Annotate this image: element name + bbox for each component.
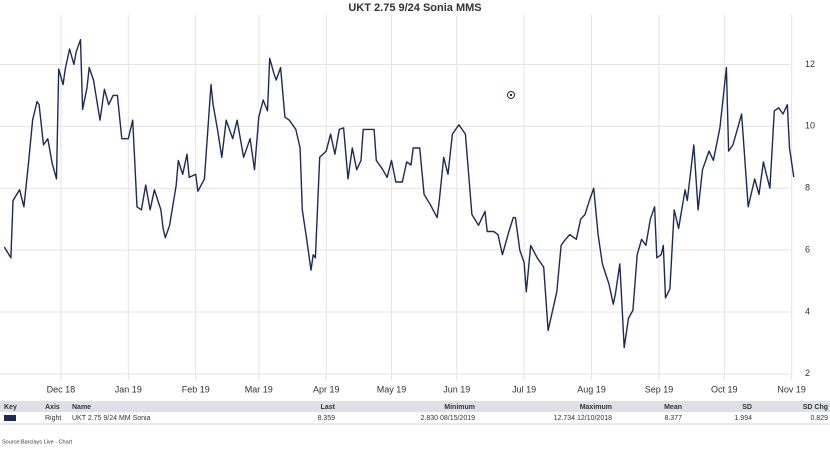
table-header: Minimum xyxy=(444,404,475,411)
x-tick-label: May 19 xyxy=(377,384,407,394)
x-tick-label: Aug 19 xyxy=(577,384,606,394)
grid xyxy=(0,15,793,380)
marker-icon-dot xyxy=(509,93,513,97)
marker-icon xyxy=(507,91,515,99)
y-tick-label: 10 xyxy=(805,121,815,131)
table-header-bg xyxy=(0,401,830,412)
table-cell: UKT 2.75 9/24 MM Sonia xyxy=(72,415,151,422)
table-cell: 2.830 08/15/2019 xyxy=(421,415,476,422)
x-tick-label: Nov 19 xyxy=(777,384,806,394)
table-header: Axis xyxy=(45,404,60,411)
table-header: Maximum xyxy=(580,404,612,411)
x-tick-label: Mar 19 xyxy=(245,384,273,394)
x-tick-label: Dec 18 xyxy=(47,384,76,394)
y-tick-label: 6 xyxy=(805,244,810,254)
table-cell: Right xyxy=(45,415,61,422)
table-header: SD Chg xyxy=(803,404,828,411)
x-tick-label: Jan 19 xyxy=(115,384,142,394)
table-header: SD xyxy=(742,404,752,411)
table-cell: 0.829 xyxy=(810,415,828,422)
x-tick-label: Feb 19 xyxy=(182,384,210,394)
y-tick-label: 2 xyxy=(805,368,810,378)
y-tick-label: 4 xyxy=(805,306,810,316)
x-tick-label: Jun 19 xyxy=(443,384,470,394)
x-tick-label: Oct 19 xyxy=(711,384,738,394)
series-line xyxy=(3,39,795,349)
table-header: Name xyxy=(72,404,91,411)
y-tick-label: 12 xyxy=(805,59,815,69)
chart-title: UKT 2.75 9/24 Sonia MMS xyxy=(348,2,481,14)
table-header: Key xyxy=(4,404,17,411)
table-header: Last xyxy=(321,404,336,411)
table-cell: 8.377 xyxy=(664,415,682,422)
source-note: Source:Barclays Live - Chart xyxy=(2,439,72,445)
x-tick-label: Jul 19 xyxy=(512,384,536,394)
x-tick-label: Apr 19 xyxy=(313,384,340,394)
legend-key xyxy=(4,415,16,421)
y-tick-label: 8 xyxy=(805,183,810,193)
table-cell: 8.359 xyxy=(317,415,335,422)
table-cell: 12.734 12/10/2018 xyxy=(554,415,612,422)
table-cell: 1.994 xyxy=(734,415,752,422)
table-header: Mean xyxy=(664,404,682,411)
x-tick-label: Sep 19 xyxy=(645,384,674,394)
